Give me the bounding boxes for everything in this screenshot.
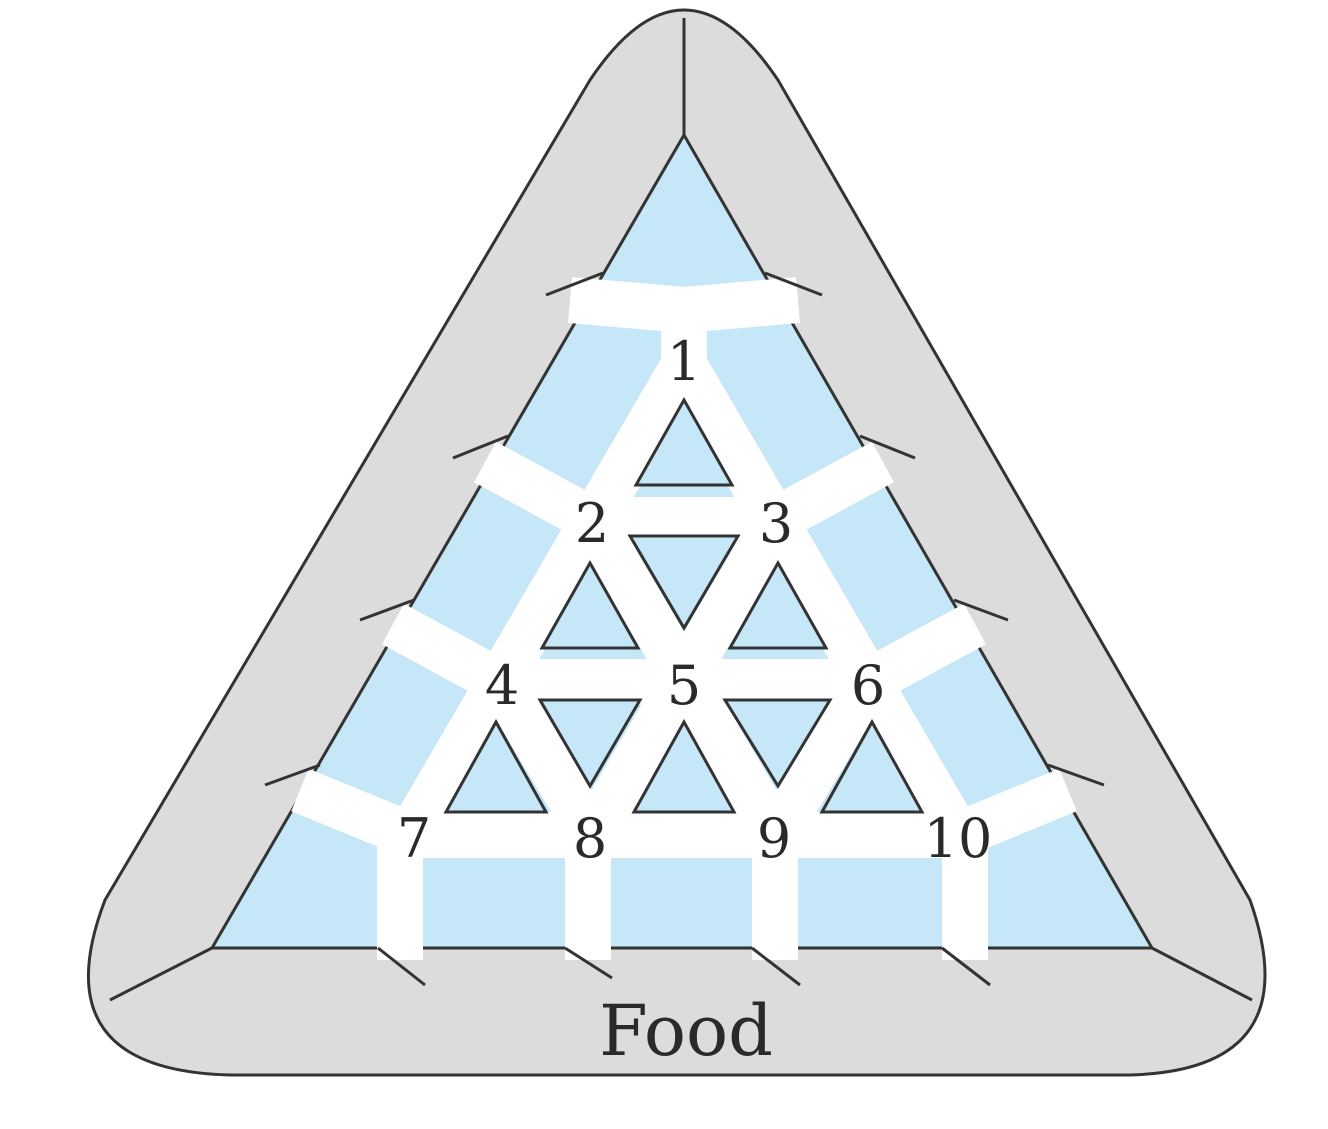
chamber-label-9: 9 (757, 807, 791, 870)
divider-right (1151, 946, 1253, 1002)
chamber-label-4: 4 (485, 654, 519, 717)
food-label: Food (599, 990, 773, 1072)
corridor-caps (264, 271, 1105, 987)
chamber-label-7: 7 (397, 807, 431, 870)
corridors (291, 277, 1077, 960)
chamber-label-1: 1 (667, 330, 701, 393)
chamber-label-10: 10 (924, 807, 993, 870)
chamber-label-2: 2 (575, 492, 609, 555)
chamber-label-3: 3 (759, 492, 793, 555)
islands (443, 396, 925, 814)
chamber-label-8: 8 (573, 807, 607, 870)
chamber-labels: 1 2 3 4 5 6 7 8 9 10 (397, 330, 993, 870)
divider-left (109, 946, 213, 1002)
chamber-label-5: 5 (667, 654, 701, 717)
chamber-label-6: 6 (851, 654, 885, 717)
